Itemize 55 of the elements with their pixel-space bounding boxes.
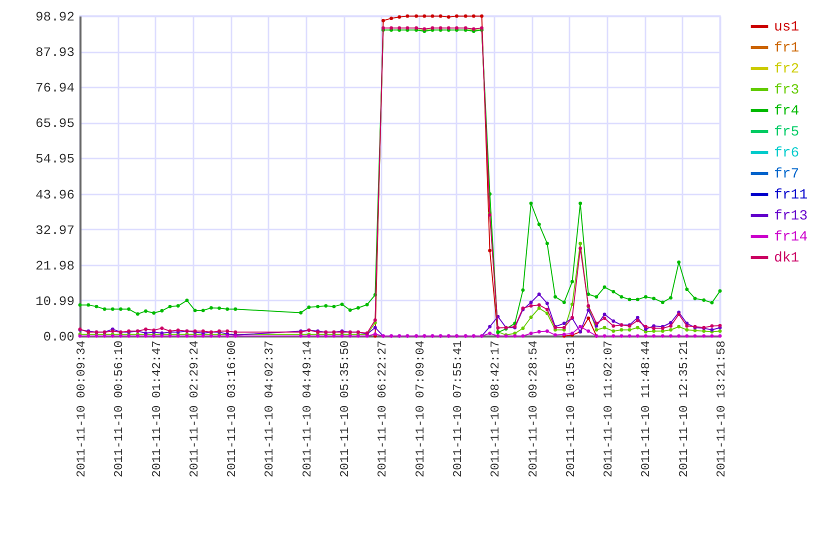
legend-label: fr13	[774, 208, 808, 224]
x-tick-label: 2011-11-10 11:02:07	[602, 340, 616, 478]
x-tick-label: 2011-11-10 04:02:37	[262, 340, 277, 478]
legend-label: fr6	[774, 146, 800, 162]
x-tick-label: 2011-11-10 10:15:31	[564, 340, 578, 478]
y-tick-label: 54.95	[35, 152, 74, 167]
x-tick-label: 2011-11-10 00:56:10	[112, 340, 126, 478]
point	[390, 16, 394, 20]
point	[472, 14, 476, 18]
point	[406, 14, 410, 18]
y-tick-label: 0.00	[43, 330, 74, 344]
x-tick-label: 2011-11-10 07:09:04	[413, 340, 428, 478]
y-tick-label: 87.93	[35, 45, 74, 60]
x-tick-label: 2011-11-10 04:49:14	[300, 340, 314, 478]
legend-label: us1	[774, 20, 800, 36]
x-tick-label: 2011-11-10 13:21:58	[714, 340, 728, 478]
legend-label: fr4	[774, 104, 800, 120]
y-tick-label: 32.97	[35, 222, 74, 238]
point	[438, 14, 442, 18]
y-tick-label: 65.95	[35, 116, 74, 132]
x-tick-label: 2011-11-10 03:16:00	[225, 340, 240, 478]
point	[488, 248, 492, 252]
legend-label: fr7	[774, 166, 800, 182]
point	[454, 14, 458, 18]
y-tick-label: 21.98	[35, 258, 74, 274]
x-tick-label: 2011-11-10 05:35:50	[338, 340, 352, 478]
x-tick-label: 2011-11-10 06:22:27	[376, 340, 390, 478]
y-tick-label: 43.96	[35, 187, 74, 202]
point	[381, 18, 385, 22]
y-tick-label: 98.92	[35, 10, 74, 24]
x-tick-label: 2011-11-10 07:55:41	[450, 340, 465, 478]
point	[422, 14, 426, 18]
point	[430, 14, 434, 18]
point	[586, 316, 590, 320]
legend-label: fr5	[774, 124, 800, 140]
legend-label: fr11	[774, 188, 808, 204]
x-tick-label: 2011-11-10 08:42:17	[488, 340, 503, 478]
point	[480, 14, 484, 18]
x-tick-label: 2011-11-10 01:42:47	[150, 340, 164, 478]
y-tick-label: 76.94	[35, 80, 75, 96]
legend-label: fr3	[774, 82, 800, 98]
x-tick-label: 2011-11-10 09:28:54	[526, 340, 540, 478]
point	[464, 14, 468, 18]
x-tick-label: 2011-11-10 12:35:21	[676, 340, 691, 478]
legend-label: fr1	[774, 40, 800, 56]
point	[446, 15, 450, 19]
x-tick-label: 2011-11-10 02:29:24	[187, 340, 202, 478]
legend-label: fr14	[774, 230, 808, 246]
point	[414, 14, 418, 18]
legend-label: fr2	[774, 62, 800, 78]
x-tick-label: 2011-11-10 00:09:34	[74, 340, 88, 478]
x-tick-label: 2011-11-10 11:48:44	[639, 340, 654, 478]
point	[398, 15, 402, 19]
y-tick-label: 10.99	[35, 294, 74, 309]
legend-label: dk1	[774, 250, 800, 266]
